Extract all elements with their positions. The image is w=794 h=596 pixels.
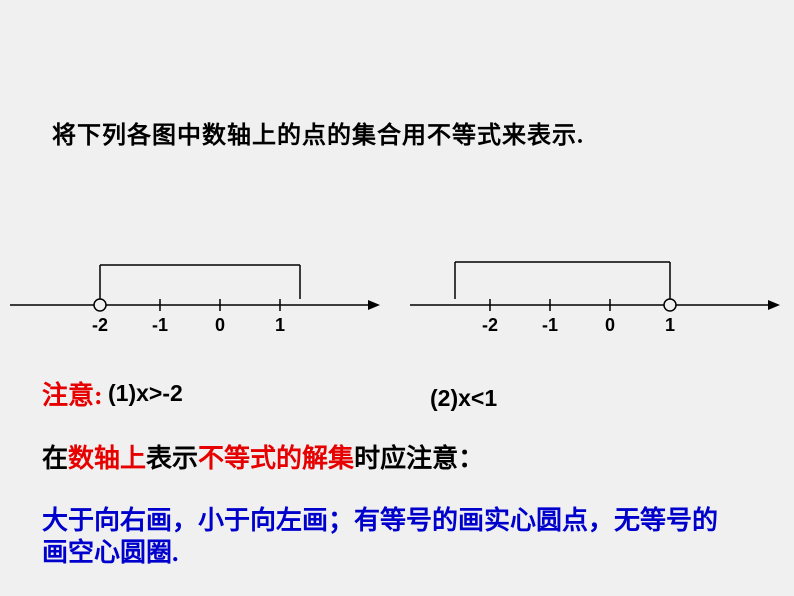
svg-text:1: 1 [665,315,675,335]
answer-1: (1)x>-2 [108,380,183,407]
explanation-line-1: 在数轴上表示不等式的解集时应注意： [42,438,484,475]
text-part: 时应注意： [354,444,484,473]
svg-text:-1: -1 [542,315,558,335]
svg-text:-2: -2 [482,315,498,335]
text-part-red: 数轴上 [68,444,146,473]
svg-text:-2: -2 [92,315,108,335]
text-part-red: 不等式的解集 [198,444,354,473]
number-line-charts: -2 -1 0 1 -2 -1 0 1 [0,240,794,340]
svg-text:0: 0 [605,315,615,335]
svg-text:0: 0 [215,315,225,335]
svg-text:1: 1 [275,315,285,335]
explanation-line-2: 大于向右画，小于向左画；有等号的画实心圆点，无等号的画空心圆圈. [42,505,742,569]
svg-text:-1: -1 [152,315,168,335]
title-text: 将下列各图中数轴上的点的集合用不等式来表示. [52,115,584,150]
answer-2: (2)x<1 [430,385,497,412]
note-label: 注意: [42,375,103,412]
text-part: 在 [42,444,68,473]
text-part: 表示 [146,444,198,473]
